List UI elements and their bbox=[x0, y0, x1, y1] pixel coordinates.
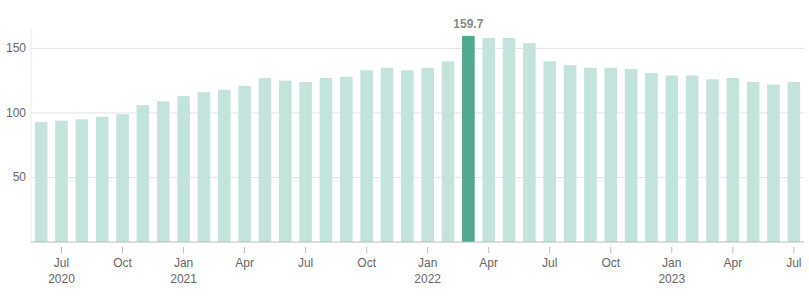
bar bbox=[523, 43, 536, 242]
bar bbox=[482, 38, 495, 242]
bar bbox=[686, 75, 699, 242]
x-tick bbox=[732, 247, 733, 253]
x-tick bbox=[366, 247, 367, 253]
bar bbox=[76, 119, 89, 242]
x-tick bbox=[122, 247, 123, 253]
bar bbox=[442, 61, 455, 242]
bar bbox=[584, 68, 597, 242]
x-tick bbox=[305, 247, 306, 253]
bars bbox=[35, 36, 800, 242]
x-tick bbox=[183, 247, 184, 253]
x-tick-label: Oct bbox=[601, 256, 620, 270]
x-tick-label: Oct bbox=[113, 256, 132, 270]
bar bbox=[116, 114, 129, 242]
y-tick-label: 100 bbox=[6, 106, 26, 120]
bar bbox=[706, 79, 719, 242]
bar bbox=[747, 82, 760, 242]
x-tick-label: Jul bbox=[298, 256, 313, 270]
bar bbox=[55, 121, 68, 242]
x-tick-label: Oct bbox=[357, 256, 376, 270]
data-label: 159.7 bbox=[453, 17, 483, 31]
bar bbox=[726, 78, 739, 242]
y-axis-line bbox=[31, 29, 32, 242]
x-tick bbox=[244, 247, 245, 253]
bar bbox=[788, 82, 801, 242]
bar bbox=[401, 70, 414, 242]
bar bbox=[320, 78, 333, 242]
x-tick bbox=[488, 247, 489, 253]
x-tick bbox=[427, 247, 428, 253]
x-axis-line bbox=[31, 242, 804, 243]
chart-container: 50 100 150 159.7 Jul2020 Oct Jan2021 Apr Jul Oct J… bbox=[0, 0, 809, 301]
x-tick-label: Apr bbox=[723, 256, 742, 270]
bar bbox=[35, 122, 48, 242]
x-tick bbox=[671, 247, 672, 253]
bar bbox=[665, 75, 678, 242]
bar bbox=[340, 77, 353, 242]
chart-svg: 50 100 150 159.7 Jul2020 Oct Jan2021 Apr Jul Oct J… bbox=[0, 0, 809, 301]
bar bbox=[381, 68, 394, 242]
bar bbox=[218, 90, 231, 242]
bar bbox=[198, 92, 211, 242]
x-tick-label: Jan2023 bbox=[658, 256, 685, 286]
bar bbox=[421, 68, 434, 242]
x-tick-label: Jul bbox=[542, 256, 557, 270]
bar bbox=[279, 81, 292, 242]
bar bbox=[767, 85, 780, 242]
bar bbox=[177, 96, 190, 242]
bar bbox=[259, 78, 272, 242]
x-tick-label: Apr bbox=[479, 256, 498, 270]
x-tick-label: Jul bbox=[786, 256, 801, 270]
x-tick bbox=[610, 247, 611, 253]
y-tick-label: 50 bbox=[13, 170, 27, 184]
y-tick-label: 150 bbox=[6, 41, 26, 55]
bar bbox=[299, 82, 312, 242]
x-tick bbox=[61, 247, 62, 253]
bar bbox=[96, 117, 109, 242]
bar bbox=[625, 69, 638, 242]
bar bbox=[462, 36, 475, 242]
grid-line bbox=[31, 48, 804, 49]
x-tick-label: Apr bbox=[235, 256, 254, 270]
bar bbox=[137, 105, 150, 242]
x-tick-label: Jul2020 bbox=[48, 256, 75, 286]
x-tick-label: Jan2021 bbox=[170, 256, 197, 286]
bar bbox=[645, 73, 658, 242]
bar bbox=[604, 68, 617, 242]
x-tick bbox=[793, 247, 794, 253]
bar bbox=[543, 61, 556, 242]
bar bbox=[360, 70, 373, 242]
bar bbox=[564, 65, 577, 242]
x-tick bbox=[549, 247, 550, 253]
bar bbox=[238, 86, 251, 242]
x-tick-label: Jan2022 bbox=[414, 256, 441, 286]
bar bbox=[503, 38, 516, 242]
bar bbox=[157, 101, 170, 242]
